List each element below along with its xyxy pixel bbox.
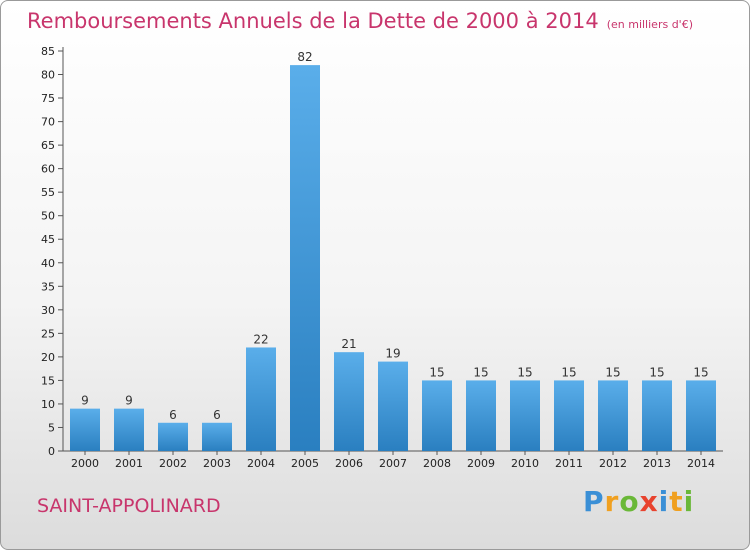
x-tick-label: 2012 xyxy=(599,457,627,470)
x-tick-label: 2001 xyxy=(115,457,143,470)
bar xyxy=(642,380,672,451)
y-tick-label: 70 xyxy=(41,116,55,129)
bar-value-label: 15 xyxy=(561,365,576,379)
x-tick-label: 2010 xyxy=(511,457,539,470)
bar xyxy=(114,408,144,451)
bar-value-label: 15 xyxy=(605,365,620,379)
x-tick-label: 2008 xyxy=(423,457,451,470)
y-tick-label: 85 xyxy=(41,45,55,58)
y-tick-label: 60 xyxy=(41,163,55,176)
bar-value-label: 15 xyxy=(429,365,444,379)
x-tick-label: 2005 xyxy=(291,457,319,470)
bar xyxy=(598,380,628,451)
bar xyxy=(554,380,584,451)
y-tick-label: 80 xyxy=(41,69,55,82)
y-tick-label: 20 xyxy=(41,351,55,364)
y-tick-label: 5 xyxy=(48,421,55,434)
y-tick-label: 0 xyxy=(48,445,55,458)
logo-letter: i xyxy=(683,485,695,518)
bar-value-label: 21 xyxy=(341,337,356,351)
chart-title: Remboursements Annuels de la Dette de 20… xyxy=(27,9,693,33)
y-tick-label: 45 xyxy=(41,233,55,246)
x-tick-label: 2006 xyxy=(335,457,363,470)
y-tick-label: 55 xyxy=(41,186,55,199)
logo-letter: o xyxy=(619,485,640,518)
bar-value-label: 19 xyxy=(385,347,400,361)
bar xyxy=(686,380,716,451)
y-tick-label: 65 xyxy=(41,139,55,152)
bar-value-label: 15 xyxy=(649,365,664,379)
commune-name: SAINT-APPOLINARD xyxy=(37,495,221,517)
logo-letter: i xyxy=(658,485,670,518)
bar xyxy=(70,408,100,451)
logo-letter: t xyxy=(669,485,684,518)
y-tick-label: 10 xyxy=(41,398,55,411)
bar-value-label: 15 xyxy=(693,365,708,379)
bar-value-label: 22 xyxy=(253,332,268,346)
y-tick-label: 15 xyxy=(41,374,55,387)
x-tick-label: 2000 xyxy=(71,457,99,470)
chart-title-text: Remboursements Annuels de la Dette de 20… xyxy=(27,9,599,33)
bar xyxy=(246,347,276,451)
bar xyxy=(290,65,320,451)
bar xyxy=(510,380,540,451)
x-tick-label: 2014 xyxy=(687,457,715,470)
x-tick-label: 2007 xyxy=(379,457,407,470)
y-tick-label: 75 xyxy=(41,92,55,105)
bar-value-label: 6 xyxy=(213,408,221,422)
bar xyxy=(378,361,408,451)
bar-value-label: 82 xyxy=(297,50,312,64)
x-tick-label: 2002 xyxy=(159,457,187,470)
y-tick-label: 30 xyxy=(41,304,55,317)
logo-letter: r xyxy=(604,485,620,518)
x-tick-label: 2004 xyxy=(247,457,275,470)
y-tick-label: 35 xyxy=(41,280,55,293)
x-tick-label: 2011 xyxy=(555,457,583,470)
bar-value-label: 9 xyxy=(81,394,89,408)
bar xyxy=(202,422,232,451)
logo-letter: P xyxy=(583,485,605,518)
y-tick-label: 40 xyxy=(41,257,55,270)
bar-value-label: 15 xyxy=(473,365,488,379)
proxiti-logo[interactable]: Proxiti xyxy=(583,485,694,518)
y-tick-label: 50 xyxy=(41,210,55,223)
bar xyxy=(158,422,188,451)
bar-value-label: 15 xyxy=(517,365,532,379)
bar xyxy=(466,380,496,451)
x-tick-label: 2009 xyxy=(467,457,495,470)
x-tick-label: 2003 xyxy=(203,457,231,470)
bar xyxy=(334,352,364,451)
bar-value-label: 9 xyxy=(125,394,133,408)
bar xyxy=(422,380,452,451)
logo-letter: x xyxy=(639,485,659,518)
chart-unit: (en milliers d'€) xyxy=(606,18,693,31)
y-tick-label: 25 xyxy=(41,327,55,340)
bar-value-label: 6 xyxy=(169,408,177,422)
x-tick-label: 2013 xyxy=(643,457,671,470)
